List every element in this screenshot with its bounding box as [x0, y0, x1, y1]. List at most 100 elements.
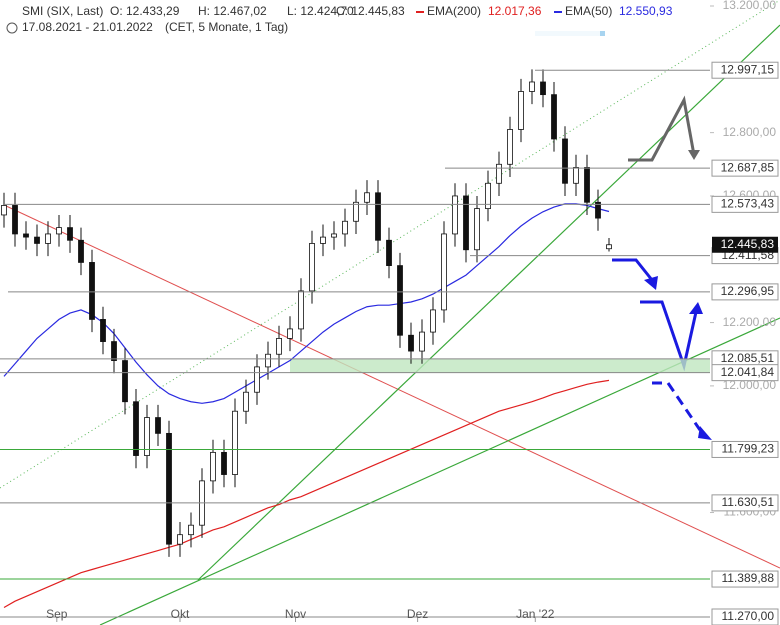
candle-body — [210, 451, 216, 482]
candle-body — [78, 239, 84, 263]
candle-body — [265, 353, 271, 368]
y-tick-label: 13.200,00 — [723, 0, 777, 12]
candle-body — [287, 328, 293, 339]
scenario-arrow — [628, 95, 696, 162]
legend-label: EMA(50) — [565, 4, 612, 18]
scenario-arrow — [640, 300, 698, 372]
x-tick-label: Jan '22 — [516, 607, 555, 621]
ohlc: C: 12.445,83 — [336, 4, 405, 18]
candle-body — [89, 262, 95, 320]
legend-value: 12.017,36 — [488, 4, 542, 18]
candle-body — [353, 201, 359, 222]
x-tick-label: Sep — [46, 607, 68, 621]
y-tick-label: 12.200,00 — [723, 315, 777, 329]
candle-body — [12, 205, 18, 235]
candle-body — [342, 220, 348, 235]
candle-body — [496, 163, 502, 184]
candle-body — [463, 195, 469, 251]
y-tick-label: 12.800,00 — [723, 125, 777, 139]
arrow-head — [688, 150, 700, 160]
candle-body — [221, 451, 227, 475]
trendline — [3, 204, 780, 569]
candle-body — [386, 239, 392, 266]
scenario-arrow — [612, 258, 654, 281]
candle-body — [452, 195, 458, 235]
candle-body — [584, 167, 590, 203]
candle-body — [133, 401, 139, 456]
level-label: 11.389,88 — [722, 571, 775, 585]
candle-body — [441, 233, 447, 311]
x-tick-label: Nov — [285, 607, 306, 621]
candle-body — [562, 138, 568, 184]
candle-body — [100, 319, 106, 342]
candle-body — [606, 244, 612, 250]
level-label-box — [711, 61, 779, 79]
scenario-arrow — [652, 381, 702, 431]
x-tick-label: Dez — [407, 607, 428, 621]
ohlc: L: 12.424,70 — [287, 4, 354, 18]
candle-body — [155, 417, 161, 434]
candle-body — [144, 417, 150, 456]
legend-label: EMA(200) — [427, 4, 481, 18]
candle-body — [276, 338, 282, 355]
level-label: 12.997,15 — [721, 62, 775, 76]
candle-body — [573, 167, 579, 184]
level-label: 12.041,84 — [721, 365, 775, 379]
candle-body — [397, 265, 403, 336]
candle-body — [67, 227, 73, 241]
candle-body — [551, 94, 557, 140]
candle-body — [331, 233, 337, 238]
last-price-label: 12.445,83 — [721, 237, 775, 251]
arrow-head — [644, 276, 658, 290]
title: SMI (SIX, Last) — [22, 4, 103, 18]
y-tick-label: 12.000,00 — [723, 378, 777, 392]
candle-body — [166, 432, 172, 545]
level-label-box — [711, 283, 779, 301]
candle-body — [364, 192, 370, 203]
level-label-box — [711, 608, 779, 625]
ohlc: H: 12.467,02 — [198, 4, 267, 18]
arrow-head — [698, 426, 712, 440]
candle-body — [122, 360, 128, 403]
candle-body — [243, 391, 249, 412]
candle-body — [419, 331, 425, 352]
clock-icon — [6, 22, 18, 34]
level-label: 12.296,95 — [721, 284, 775, 298]
level-label-box — [711, 195, 779, 213]
ohlc: O: 12.433,29 — [110, 4, 180, 18]
x-tick-label: Okt — [171, 607, 190, 621]
level-label: 11.799,23 — [722, 442, 775, 456]
level-label: 11.270,00 — [722, 609, 775, 623]
arrow-head — [689, 302, 703, 314]
trendline — [197, 24, 780, 581]
level-label-box — [711, 440, 779, 458]
candle-body — [45, 233, 51, 244]
candle-body — [408, 334, 414, 352]
level-label: 12.687,85 — [721, 160, 775, 174]
candle-body — [507, 129, 513, 165]
candle-body — [518, 91, 524, 130]
candle-body — [540, 81, 546, 96]
header-bg — [0, 0, 600, 38]
level-label-box — [711, 570, 779, 588]
last-price-box — [712, 236, 778, 253]
level-label-box — [711, 364, 779, 382]
candle-body — [254, 366, 260, 393]
candle-body — [430, 309, 436, 333]
candle-body — [188, 524, 194, 536]
candle-body — [375, 192, 381, 241]
candle-body — [595, 201, 601, 219]
level-label: 11.630,51 — [722, 495, 775, 509]
level-label-box — [711, 159, 779, 177]
ema-line — [3, 379, 610, 609]
level-label: 12.085,51 — [721, 351, 775, 365]
candle-body — [34, 236, 40, 244]
candle-body — [23, 233, 29, 238]
candle-body — [320, 236, 326, 244]
plot — [1, 69, 710, 609]
candle-body — [111, 341, 117, 361]
support-zone — [290, 358, 710, 373]
candle-body — [232, 410, 238, 475]
candle-body — [1, 205, 7, 216]
